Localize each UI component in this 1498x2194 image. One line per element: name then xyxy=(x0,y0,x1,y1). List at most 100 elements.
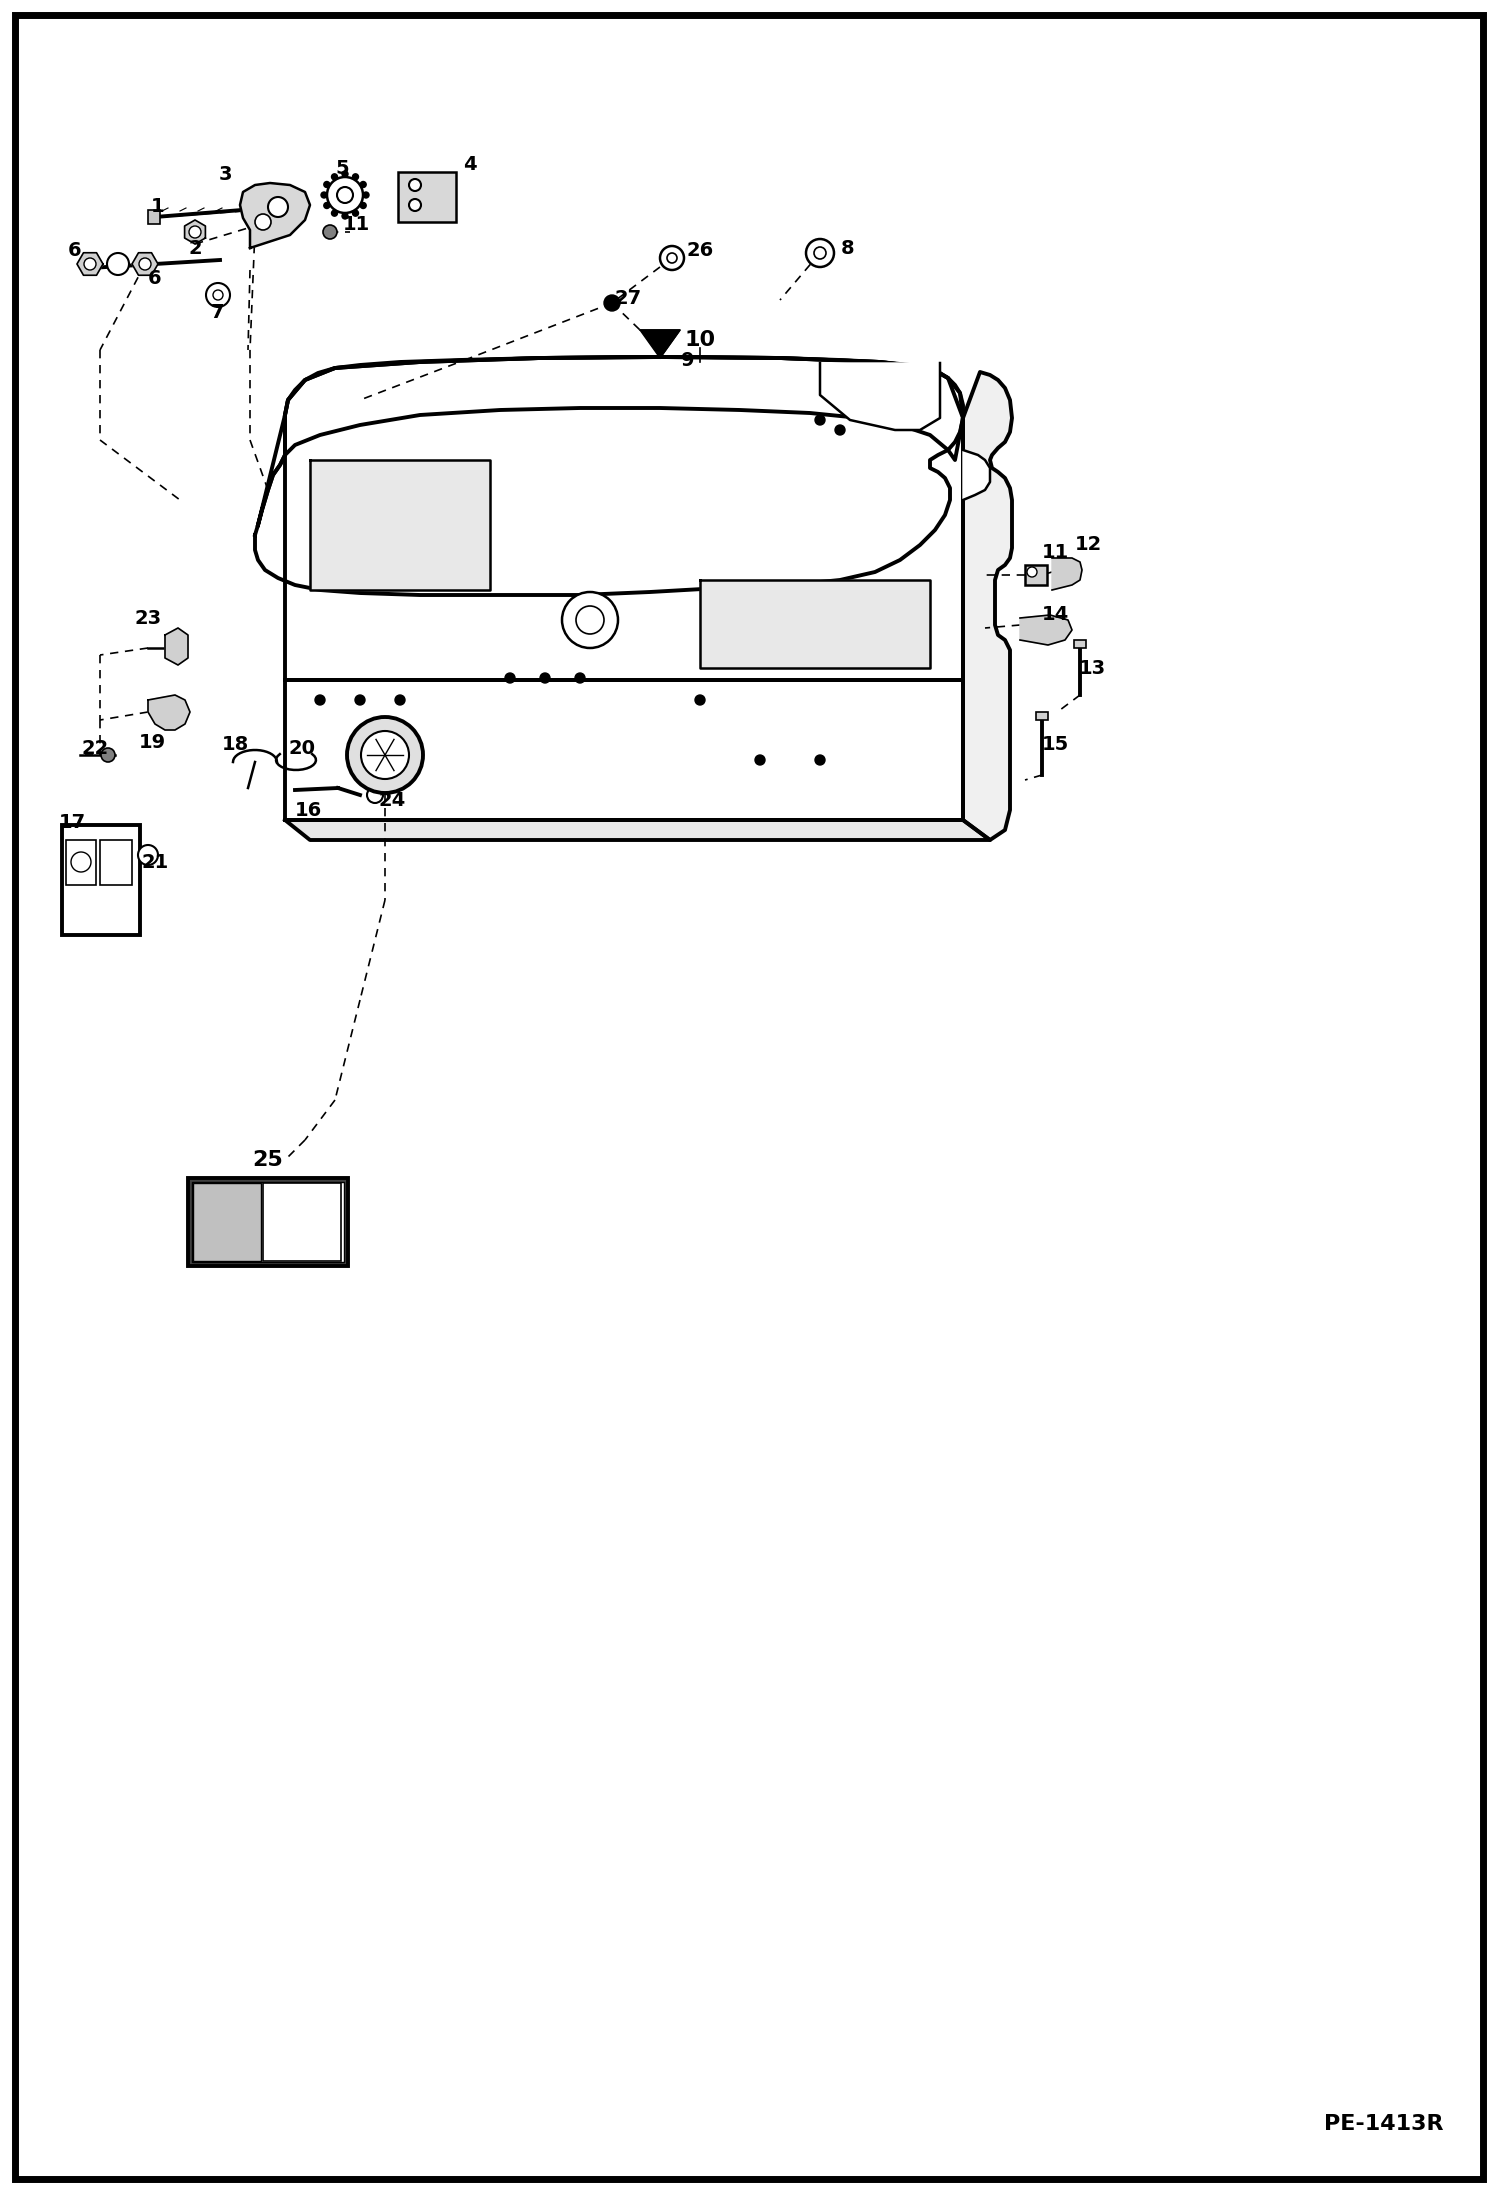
Circle shape xyxy=(562,592,619,647)
Text: 11: 11 xyxy=(343,215,370,235)
Circle shape xyxy=(352,173,358,180)
Bar xyxy=(398,171,455,222)
Text: 25: 25 xyxy=(253,1150,283,1169)
Circle shape xyxy=(189,226,201,237)
Polygon shape xyxy=(310,461,490,590)
Bar xyxy=(193,1183,261,1262)
Circle shape xyxy=(695,695,706,704)
Polygon shape xyxy=(819,362,941,430)
Circle shape xyxy=(342,171,348,178)
Circle shape xyxy=(539,674,550,682)
Circle shape xyxy=(575,674,586,682)
Circle shape xyxy=(1028,566,1037,577)
Polygon shape xyxy=(258,358,963,524)
Text: 4: 4 xyxy=(463,156,476,176)
Circle shape xyxy=(667,252,677,263)
Circle shape xyxy=(321,193,327,197)
Circle shape xyxy=(409,200,421,211)
Circle shape xyxy=(360,202,366,208)
Text: 3: 3 xyxy=(219,165,232,184)
Text: 5: 5 xyxy=(336,158,349,178)
Circle shape xyxy=(255,215,271,230)
Polygon shape xyxy=(285,821,990,840)
Circle shape xyxy=(331,173,337,180)
Bar xyxy=(192,1183,345,1262)
Circle shape xyxy=(352,211,358,217)
Bar xyxy=(100,840,132,884)
Circle shape xyxy=(337,186,354,204)
Circle shape xyxy=(327,178,363,213)
Text: 14: 14 xyxy=(1041,606,1068,625)
Circle shape xyxy=(84,259,96,270)
Text: 27: 27 xyxy=(614,287,641,307)
Circle shape xyxy=(409,180,421,191)
Bar xyxy=(66,840,96,884)
Circle shape xyxy=(834,426,845,434)
Polygon shape xyxy=(132,252,157,274)
Bar xyxy=(264,1183,342,1262)
Circle shape xyxy=(348,717,422,792)
Circle shape xyxy=(577,606,604,634)
Circle shape xyxy=(138,845,157,864)
Polygon shape xyxy=(165,627,189,665)
Polygon shape xyxy=(255,358,963,595)
Polygon shape xyxy=(184,219,205,244)
Circle shape xyxy=(324,202,330,208)
Text: 13: 13 xyxy=(1079,658,1106,678)
Circle shape xyxy=(505,674,515,682)
Polygon shape xyxy=(285,358,963,680)
Circle shape xyxy=(324,226,337,239)
Text: 8: 8 xyxy=(842,239,855,257)
Circle shape xyxy=(331,211,337,217)
Text: 26: 26 xyxy=(686,241,713,259)
Circle shape xyxy=(755,755,765,766)
Text: 9: 9 xyxy=(682,351,695,369)
Polygon shape xyxy=(76,252,103,274)
Circle shape xyxy=(661,246,685,270)
Text: 6: 6 xyxy=(148,268,162,287)
Bar xyxy=(1037,713,1049,720)
Polygon shape xyxy=(1052,557,1082,590)
Polygon shape xyxy=(1020,614,1073,645)
Bar xyxy=(148,211,160,224)
Circle shape xyxy=(342,213,348,219)
Circle shape xyxy=(604,294,620,312)
Circle shape xyxy=(813,248,825,259)
Bar xyxy=(1025,566,1047,586)
Circle shape xyxy=(806,239,834,268)
Text: 22: 22 xyxy=(81,739,109,757)
Circle shape xyxy=(207,283,231,307)
Circle shape xyxy=(268,197,288,217)
Text: 7: 7 xyxy=(211,303,225,323)
Bar xyxy=(1074,641,1086,647)
Text: 20: 20 xyxy=(289,739,316,757)
Polygon shape xyxy=(285,680,963,821)
Text: 6: 6 xyxy=(69,241,82,261)
Text: 23: 23 xyxy=(135,608,162,627)
Bar xyxy=(61,825,139,935)
Text: 1: 1 xyxy=(151,197,165,217)
Text: PE-1413R: PE-1413R xyxy=(1324,2115,1443,2135)
Circle shape xyxy=(815,415,825,426)
Bar xyxy=(189,1178,348,1266)
Circle shape xyxy=(70,851,91,871)
Circle shape xyxy=(363,193,369,197)
Polygon shape xyxy=(640,329,680,358)
Circle shape xyxy=(324,182,330,186)
Text: 16: 16 xyxy=(295,801,322,821)
Polygon shape xyxy=(963,450,990,500)
Circle shape xyxy=(355,695,366,704)
Circle shape xyxy=(815,755,825,766)
Text: 2: 2 xyxy=(189,239,202,257)
Circle shape xyxy=(100,748,115,761)
Polygon shape xyxy=(240,182,310,248)
Text: 18: 18 xyxy=(222,735,249,755)
Circle shape xyxy=(361,731,409,779)
Circle shape xyxy=(367,788,383,803)
Polygon shape xyxy=(700,579,930,667)
Text: 11: 11 xyxy=(1041,542,1068,562)
Circle shape xyxy=(213,290,223,301)
Circle shape xyxy=(395,695,404,704)
Text: 10: 10 xyxy=(685,329,716,351)
Polygon shape xyxy=(963,373,1013,840)
